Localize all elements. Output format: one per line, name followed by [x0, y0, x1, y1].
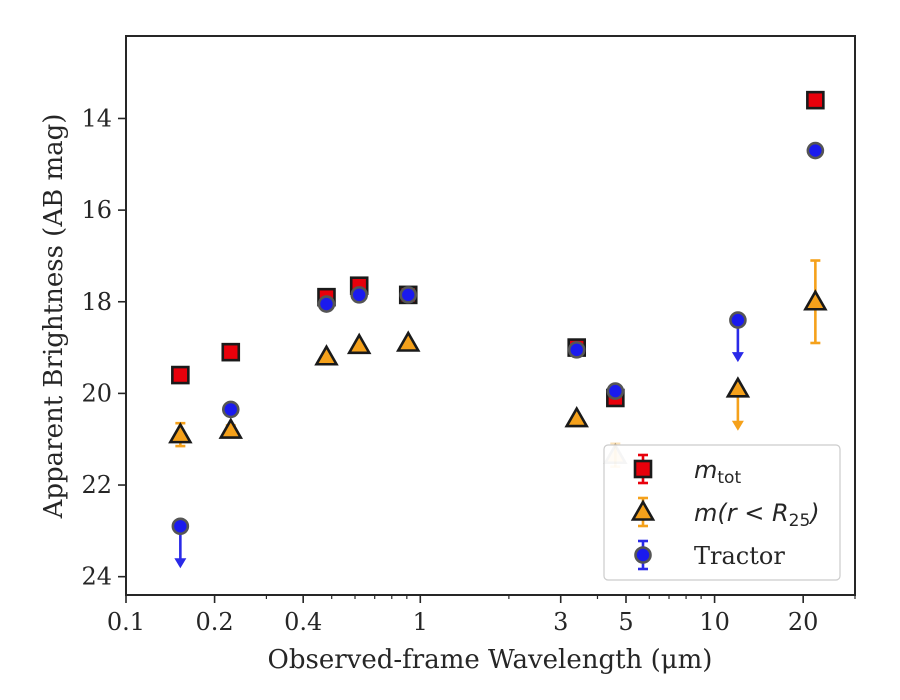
circle-marker: [350, 286, 368, 304]
legend-circle-marker: [634, 546, 652, 564]
y-tick-label: 24: [81, 563, 112, 591]
circle-marker: [317, 295, 336, 313]
triangle-marker: [168, 422, 193, 444]
y-axis-label: Apparent Brightness (AB mag): [39, 114, 69, 520]
circle-marker: [806, 141, 825, 160]
circle-marker: [399, 286, 418, 304]
circle-marker: [606, 382, 625, 400]
y-tick-label: 22: [81, 471, 112, 499]
triangle-marker: [803, 289, 828, 311]
series-1: [168, 259, 828, 469]
x-tick-label: 0.2: [196, 608, 234, 636]
y-tick-label: 20: [81, 379, 112, 407]
triangle-marker: [314, 344, 339, 366]
x-tick-label: 0.1: [107, 608, 145, 636]
triangle-marker: [218, 417, 244, 439]
series-2: [171, 141, 825, 569]
triangle-marker: [725, 376, 751, 398]
x-tick-label: 0.4: [284, 608, 322, 636]
legend-triangle-marker: [630, 499, 656, 521]
x-tick-label: 10: [699, 608, 730, 636]
legend-label: mtot: [694, 456, 741, 488]
series-0: [171, 90, 825, 408]
x-tick-label: 1: [413, 608, 428, 636]
axes: 0.1 0.2 0.4 1 3 5 10 20 14 16 18 20 22 24: [81, 35, 856, 636]
x-tick-label: 5: [618, 608, 633, 636]
upper-limit-arrowhead: [174, 558, 187, 569]
upper-limit-arrowhead: [731, 420, 744, 431]
triangle-marker: [564, 405, 589, 428]
square-marker: [171, 365, 190, 385]
upper-limit-arrowhead: [731, 352, 744, 363]
circle-marker: [221, 400, 240, 419]
circle-marker: [171, 517, 190, 536]
y-tick-label: 16: [81, 196, 112, 224]
legend: mtot m(r < R25) Tractor: [603, 444, 841, 581]
triangle-marker: [346, 332, 372, 355]
legend-box: [603, 444, 841, 581]
x-axis-label: Observed-frame Wavelength (μm): [268, 645, 713, 675]
legend-square-marker: [633, 459, 653, 479]
circle-marker: [729, 311, 747, 329]
square-marker: [221, 342, 241, 362]
y-tick-label: 18: [81, 288, 112, 316]
x-tick-label: 3: [553, 608, 568, 636]
legend-label: Tractor: [694, 542, 785, 570]
plot-frame: [125, 35, 856, 596]
triangle-marker: [395, 330, 421, 352]
legend-label: m(r < R25): [694, 499, 820, 531]
x-tick-label: 20: [788, 608, 819, 636]
circle-marker: [567, 341, 586, 359]
square-marker: [806, 90, 825, 110]
y-tick-label: 14: [81, 104, 112, 132]
